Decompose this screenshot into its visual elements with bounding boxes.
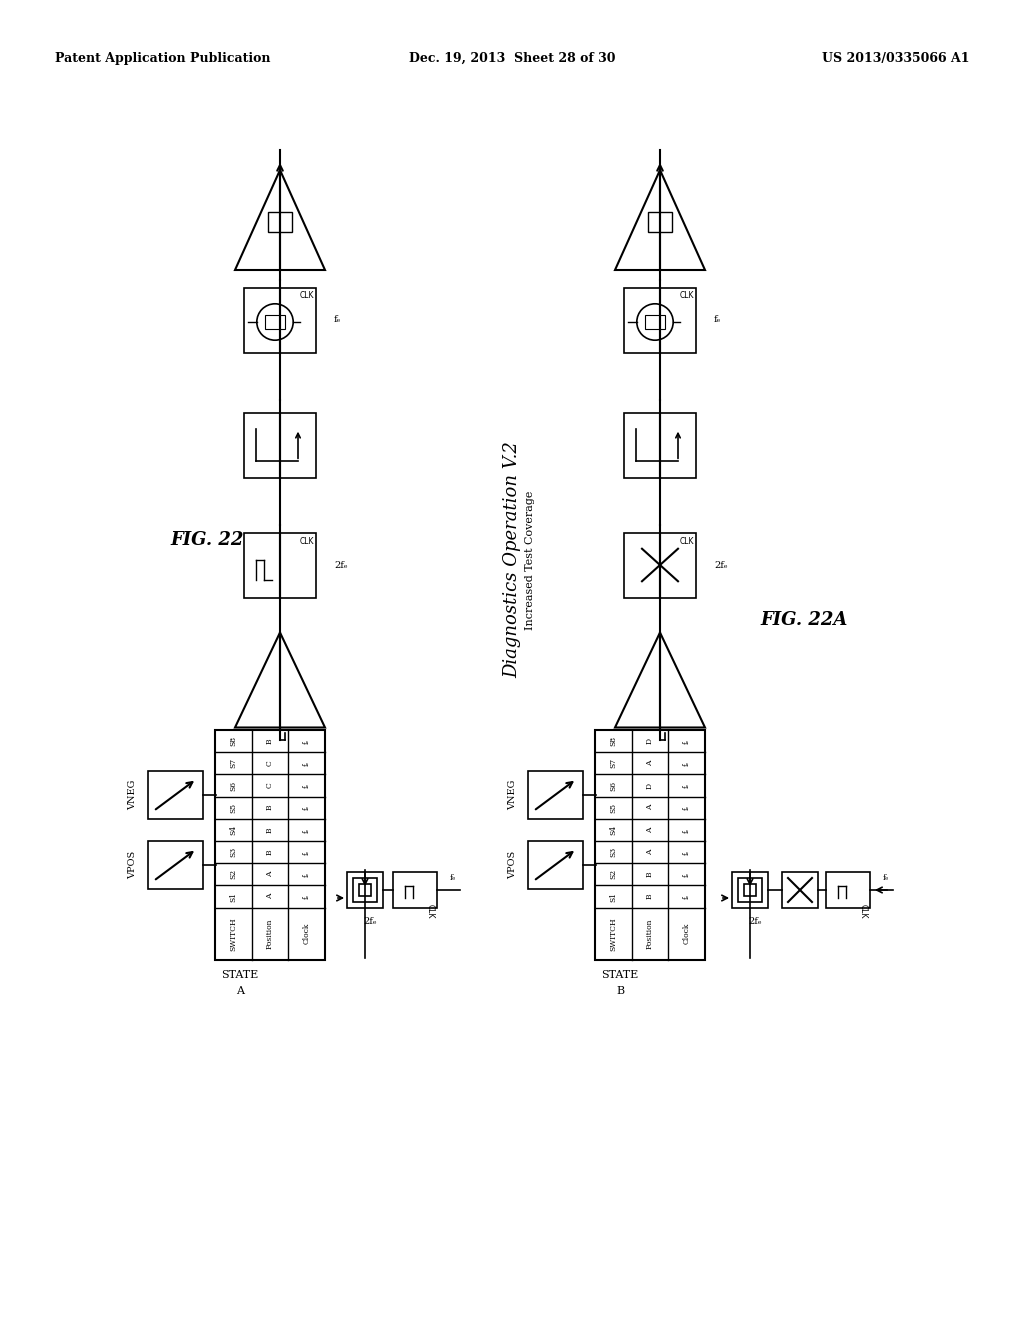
Text: fₑ: fₑ bbox=[303, 760, 310, 766]
Text: fₑ: fₑ bbox=[683, 760, 690, 766]
Text: CLK: CLK bbox=[299, 292, 314, 301]
Text: S7: S7 bbox=[609, 758, 617, 768]
Text: B: B bbox=[266, 828, 274, 833]
Text: B: B bbox=[646, 894, 654, 899]
Text: CLK: CLK bbox=[299, 536, 314, 545]
Text: VNEG: VNEG bbox=[508, 780, 517, 810]
Text: STATE: STATE bbox=[601, 970, 639, 981]
Text: VPOS: VPOS bbox=[128, 851, 137, 879]
Text: fₑ: fₑ bbox=[683, 894, 690, 899]
Text: A: A bbox=[646, 849, 654, 855]
Text: S7: S7 bbox=[229, 758, 238, 768]
Text: S2: S2 bbox=[229, 869, 238, 879]
Text: B: B bbox=[646, 871, 654, 876]
Text: A: A bbox=[646, 805, 654, 810]
Text: S2: S2 bbox=[609, 869, 617, 879]
Text: A: A bbox=[266, 871, 274, 876]
Text: S4: S4 bbox=[229, 825, 238, 836]
Text: S8: S8 bbox=[609, 737, 617, 746]
Text: Diagnostics Operation V.2: Diagnostics Operation V.2 bbox=[503, 442, 521, 678]
Text: S6: S6 bbox=[609, 780, 617, 791]
Text: S8: S8 bbox=[229, 737, 238, 746]
Text: S1: S1 bbox=[609, 891, 617, 902]
Text: STATE: STATE bbox=[221, 970, 259, 981]
Text: D: D bbox=[646, 738, 654, 744]
Text: S4: S4 bbox=[609, 825, 617, 836]
Text: fₑ: fₑ bbox=[883, 874, 890, 882]
Text: A: A bbox=[236, 986, 244, 995]
Text: VNEG: VNEG bbox=[128, 780, 137, 810]
Text: 2fₑ: 2fₑ bbox=[364, 917, 377, 927]
Text: fₑ: fₑ bbox=[303, 828, 310, 833]
Text: C: C bbox=[266, 760, 274, 766]
Text: Clock: Clock bbox=[303, 923, 310, 944]
Text: Position: Position bbox=[266, 919, 274, 949]
Text: CLK: CLK bbox=[680, 292, 694, 301]
Text: fₑ: fₑ bbox=[683, 828, 690, 833]
Text: SWITCH: SWITCH bbox=[229, 917, 238, 950]
Text: fₑ: fₑ bbox=[303, 894, 310, 899]
Text: CLK: CLK bbox=[859, 904, 868, 919]
Text: fₑ: fₑ bbox=[303, 871, 310, 876]
Text: Increased Test Coverage: Increased Test Coverage bbox=[525, 490, 535, 630]
Text: fₑ: fₑ bbox=[714, 315, 721, 325]
Text: Position: Position bbox=[646, 919, 654, 949]
Text: fₑ: fₑ bbox=[303, 783, 310, 788]
Text: US 2013/0335066 A1: US 2013/0335066 A1 bbox=[822, 51, 970, 65]
Text: A: A bbox=[646, 760, 654, 766]
Text: B: B bbox=[266, 738, 274, 744]
Text: A: A bbox=[266, 894, 274, 899]
Text: S6: S6 bbox=[229, 780, 238, 791]
Text: B: B bbox=[266, 805, 274, 810]
Text: S3: S3 bbox=[609, 847, 617, 857]
Text: fₑ: fₑ bbox=[303, 738, 310, 743]
Text: S1: S1 bbox=[229, 891, 238, 902]
Text: S5: S5 bbox=[229, 803, 238, 813]
Text: C: C bbox=[266, 783, 274, 788]
Text: B: B bbox=[266, 849, 274, 855]
Text: fₑ: fₑ bbox=[303, 849, 310, 855]
Text: S5: S5 bbox=[609, 803, 617, 813]
Text: fₑ: fₑ bbox=[683, 805, 690, 810]
Text: fₑ: fₑ bbox=[683, 871, 690, 876]
Text: fₑ: fₑ bbox=[334, 315, 341, 325]
Text: FIG. 22: FIG. 22 bbox=[170, 531, 244, 549]
Text: Dec. 19, 2013  Sheet 28 of 30: Dec. 19, 2013 Sheet 28 of 30 bbox=[409, 51, 615, 65]
Text: 2fₑ: 2fₑ bbox=[714, 561, 728, 569]
Text: SWITCH: SWITCH bbox=[609, 917, 617, 950]
Text: A: A bbox=[646, 828, 654, 833]
Text: Patent Application Publication: Patent Application Publication bbox=[55, 51, 270, 65]
Text: fₑ: fₑ bbox=[683, 738, 690, 743]
Text: fₑ: fₑ bbox=[303, 805, 310, 810]
Text: VPOS: VPOS bbox=[508, 851, 517, 879]
Text: CLK: CLK bbox=[680, 536, 694, 545]
Text: D: D bbox=[646, 783, 654, 788]
Text: B: B bbox=[616, 986, 624, 995]
Text: 2fₑ: 2fₑ bbox=[334, 561, 347, 569]
Text: fₑ: fₑ bbox=[450, 874, 457, 882]
Text: Clock: Clock bbox=[683, 923, 690, 944]
Text: fₑ: fₑ bbox=[683, 783, 690, 788]
Text: 2fₑ: 2fₑ bbox=[749, 917, 762, 927]
Text: S3: S3 bbox=[229, 847, 238, 857]
Text: CLK: CLK bbox=[426, 904, 435, 919]
Text: FIG. 22A: FIG. 22A bbox=[760, 611, 848, 630]
Text: fₑ: fₑ bbox=[683, 849, 690, 855]
